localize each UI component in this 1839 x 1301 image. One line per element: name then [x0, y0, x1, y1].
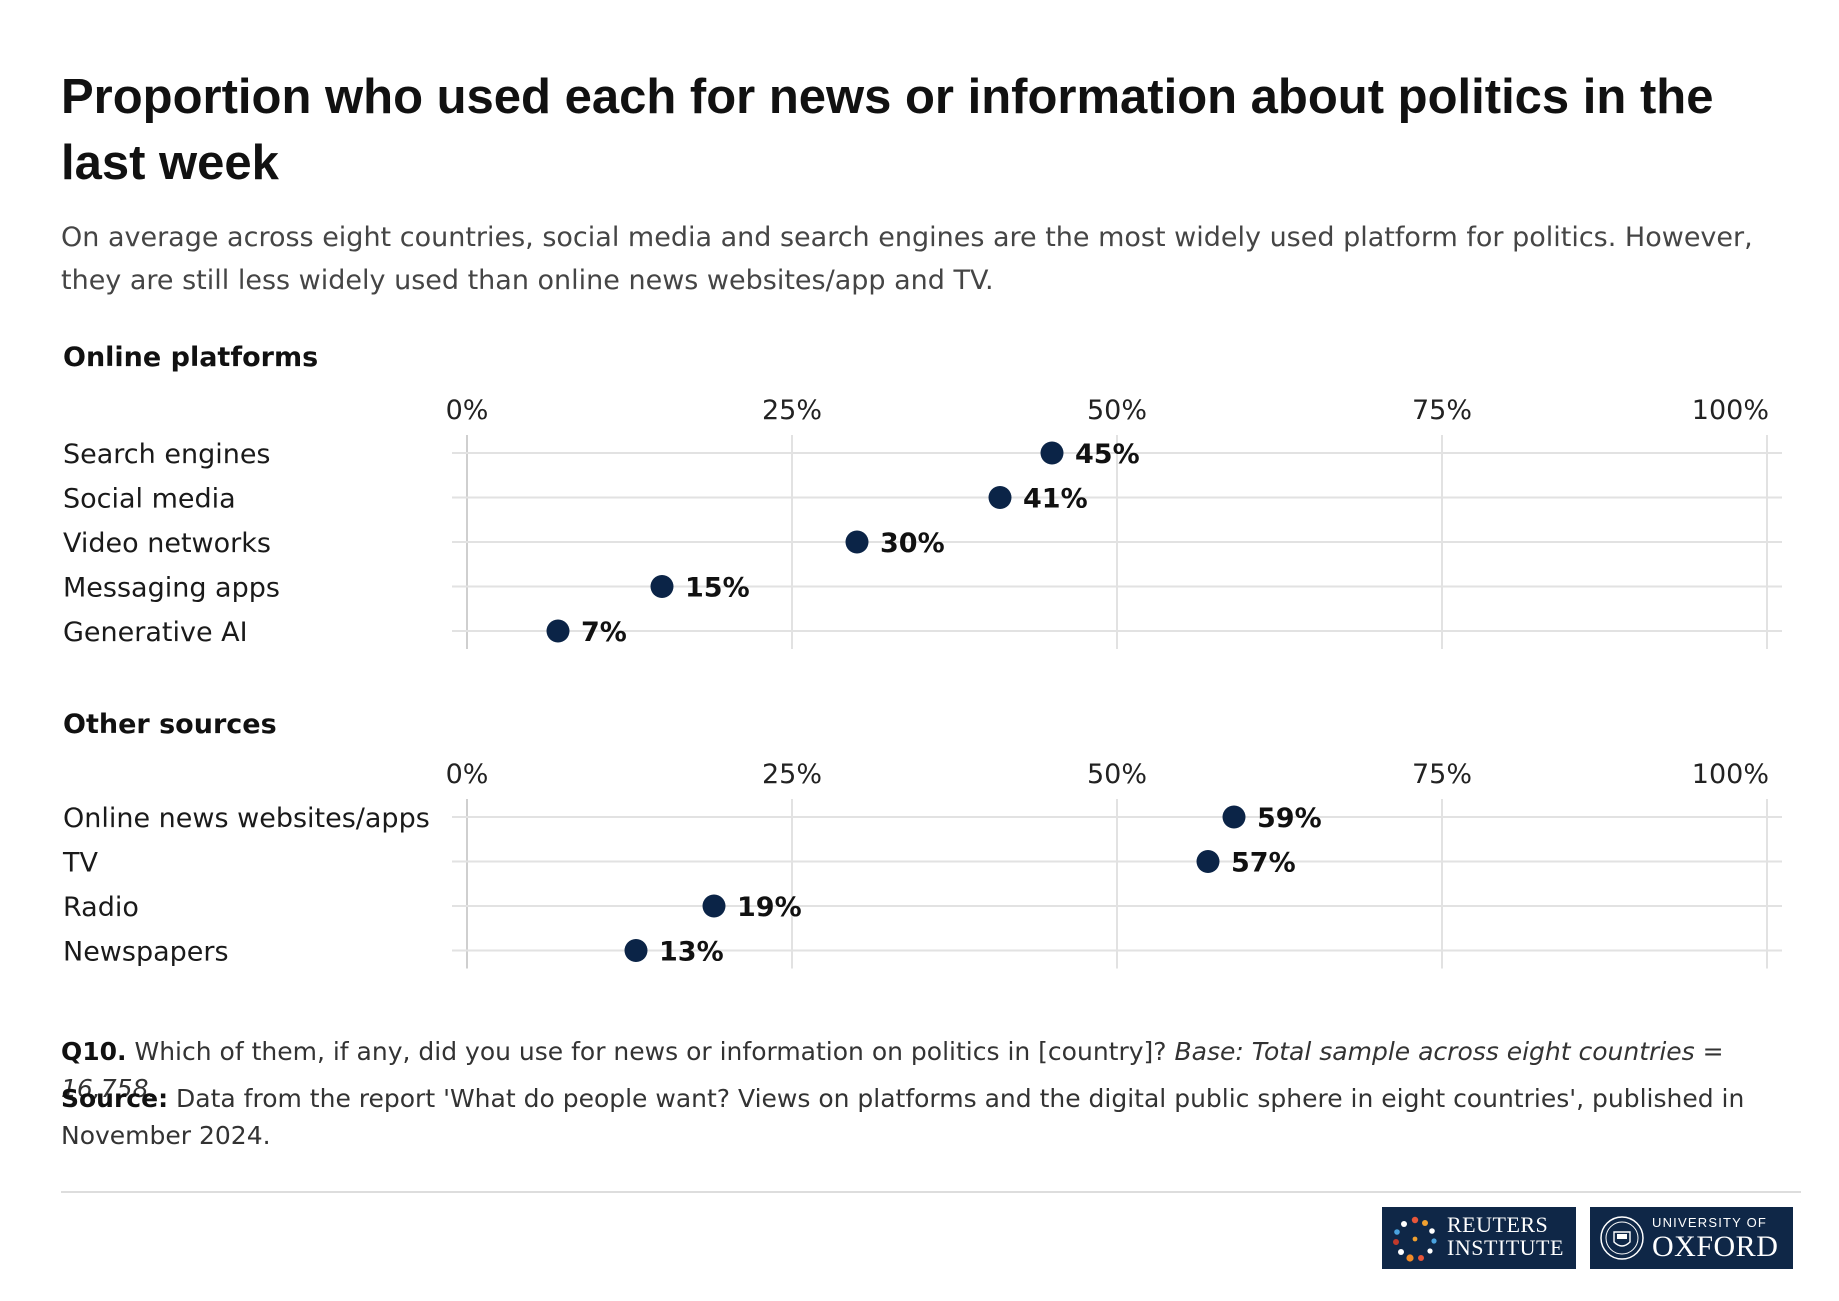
- university-of-oxford-logo: UNIVERSITY OF OXFORD: [1590, 1207, 1793, 1269]
- source-note: Source: Data from the report 'What do pe…: [61, 1080, 1801, 1154]
- category-label: Online news websites/apps: [63, 803, 430, 834]
- reuters-dots-icon: [1393, 1216, 1437, 1262]
- data-point: [845, 530, 869, 554]
- x-tick-label: 25%: [762, 759, 822, 790]
- chart-online-platforms: Online platforms 0% 25% 50% 75% 100% Search en…: [63, 342, 1782, 649]
- value-label: 7%: [581, 617, 627, 648]
- data-point: [988, 486, 1012, 509]
- reuters-logo-line2: INSTITUTE: [1447, 1235, 1564, 1260]
- question-text: Which of them, if any, did you use for n…: [126, 1037, 1175, 1066]
- category-label: Newspapers: [63, 937, 229, 968]
- x-tick-label: 75%: [1412, 395, 1472, 426]
- x-tick-label: 0%: [446, 759, 489, 790]
- source-label: Source:: [61, 1084, 169, 1113]
- category-label: TV: [62, 848, 98, 879]
- data-point: [546, 619, 570, 643]
- x-tick-label: 0%: [446, 395, 489, 426]
- value-label: 57%: [1231, 848, 1296, 879]
- question-label: Q10.: [61, 1037, 127, 1066]
- panel-title: Other sources: [63, 709, 277, 740]
- category-label: Social media: [63, 484, 236, 515]
- x-tick-label: 50%: [1087, 395, 1147, 426]
- category-label: Video networks: [63, 528, 271, 559]
- oxford-logo-line2: OXFORD: [1652, 1230, 1779, 1263]
- category-label: Search engines: [63, 439, 271, 470]
- x-tick-label: 75%: [1412, 759, 1472, 790]
- data-point: [624, 939, 648, 962]
- value-label: 30%: [880, 528, 945, 559]
- question-note: Q10. Which of them, if any, did you use …: [61, 1033, 1801, 1107]
- footer-divider: [61, 1191, 1801, 1193]
- chart-subtitle: On average across eight countries, socia…: [61, 222, 1753, 296]
- reuters-institute-logo: REUTERS INSTITUTE: [1382, 1207, 1576, 1269]
- value-label: 15%: [685, 573, 750, 604]
- value-label: 41%: [1023, 484, 1088, 515]
- source-text: Data from the report 'What do people wan…: [61, 1084, 1745, 1150]
- chart-other-sources: Other sources 0% 25% 50% 75% 100% Online news …: [62, 709, 1782, 969]
- oxford-logo-line1: UNIVERSITY OF: [1652, 1215, 1768, 1230]
- value-label: 59%: [1257, 803, 1322, 834]
- data-point: [1040, 441, 1064, 465]
- category-label: Radio: [63, 892, 139, 923]
- category-label: Messaging apps: [63, 573, 280, 604]
- x-tick-label: 100%: [1692, 759, 1769, 790]
- data-point: [702, 894, 726, 918]
- data-point: [650, 575, 674, 598]
- chart-title: Proportion who used each for news or inf…: [61, 70, 1714, 190]
- value-label: 45%: [1075, 439, 1140, 470]
- x-tick-label: 25%: [762, 395, 822, 426]
- x-tick-label: 50%: [1087, 759, 1147, 790]
- x-tick-label: 100%: [1692, 395, 1769, 426]
- category-label: Generative AI: [63, 617, 248, 648]
- reuters-logo-text: REUTERS INSTITUTE: [1447, 1213, 1564, 1259]
- reuters-logo-line1: REUTERS: [1447, 1212, 1549, 1237]
- value-label: 13%: [659, 937, 724, 968]
- panel-title: Online platforms: [63, 342, 318, 373]
- data-point: [1222, 805, 1246, 829]
- data-point: [1196, 850, 1220, 873]
- base-text: Base: Total sample across eight countrie…: [61, 1037, 1724, 1103]
- oxford-crest-icon: [1600, 1216, 1644, 1260]
- value-label: 19%: [737, 892, 802, 923]
